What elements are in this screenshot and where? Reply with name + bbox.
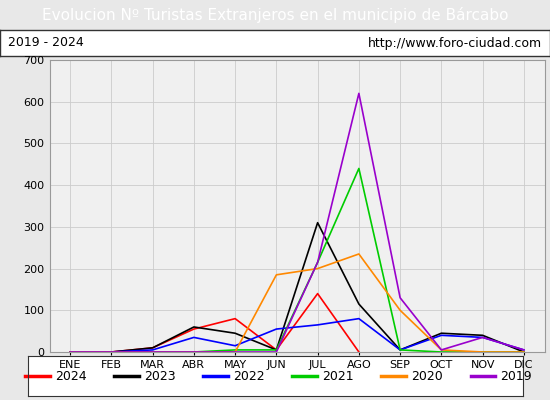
2024	[355, 350, 362, 354]
Line: 2024: 2024	[70, 294, 359, 352]
2022	[150, 348, 156, 352]
2024	[315, 291, 321, 296]
2021	[150, 350, 156, 354]
2019	[520, 348, 527, 352]
2020	[355, 252, 362, 256]
2022	[315, 322, 321, 327]
2020	[150, 350, 156, 354]
Text: Evolucion Nº Turistas Extranjeros en el municipio de Bárcabo: Evolucion Nº Turistas Extranjeros en el …	[42, 7, 508, 23]
2024	[190, 327, 197, 332]
2019	[67, 350, 74, 354]
Text: 2019 - 2024: 2019 - 2024	[8, 36, 84, 50]
2024	[108, 350, 115, 354]
2021	[232, 348, 239, 352]
2021	[438, 350, 444, 354]
Line: 2023: 2023	[70, 223, 524, 352]
2019	[315, 260, 321, 265]
2020	[67, 350, 74, 354]
Text: 2023: 2023	[144, 370, 175, 382]
2019	[355, 91, 362, 96]
2022	[397, 348, 404, 352]
2023	[190, 324, 197, 329]
2019	[232, 350, 239, 354]
Text: http://www.foro-ciudad.com: http://www.foro-ciudad.com	[367, 36, 542, 50]
2021	[520, 350, 527, 354]
Text: 2024: 2024	[55, 370, 86, 382]
2019	[479, 335, 486, 340]
2022	[67, 350, 74, 354]
2022	[479, 335, 486, 340]
2020	[232, 350, 239, 354]
Text: 2020: 2020	[411, 370, 443, 382]
2024	[273, 348, 279, 352]
2020	[190, 350, 197, 354]
2023	[479, 333, 486, 338]
2023	[315, 220, 321, 225]
2022	[232, 343, 239, 348]
2024	[150, 346, 156, 350]
2021	[479, 350, 486, 354]
2020	[108, 350, 115, 354]
2022	[273, 327, 279, 332]
2021	[397, 348, 404, 352]
Text: 2019: 2019	[500, 370, 532, 382]
2021	[315, 260, 321, 265]
2019	[273, 350, 279, 354]
2020	[315, 266, 321, 271]
2021	[355, 166, 362, 171]
Line: 2022: 2022	[70, 319, 524, 352]
2022	[438, 333, 444, 338]
2022	[520, 348, 527, 352]
Line: 2021: 2021	[70, 168, 524, 352]
2022	[355, 316, 362, 321]
2021	[190, 350, 197, 354]
2020	[479, 350, 486, 354]
2023	[355, 302, 362, 306]
2023	[108, 350, 115, 354]
Line: 2019: 2019	[70, 93, 524, 352]
2019	[438, 348, 444, 352]
2023	[438, 331, 444, 336]
2019	[108, 350, 115, 354]
2021	[67, 350, 74, 354]
2020	[397, 308, 404, 313]
2023	[232, 331, 239, 336]
2019	[150, 350, 156, 354]
2023	[150, 346, 156, 350]
2023	[67, 350, 74, 354]
Text: 2021: 2021	[322, 370, 354, 382]
2020	[273, 272, 279, 277]
2023	[273, 348, 279, 352]
2023	[520, 350, 527, 354]
2021	[273, 348, 279, 352]
2022	[190, 335, 197, 340]
2023	[397, 348, 404, 352]
2019	[190, 350, 197, 354]
2024	[67, 350, 74, 354]
2022	[108, 350, 115, 354]
Line: 2020: 2020	[70, 254, 524, 352]
2020	[438, 348, 444, 352]
2024	[232, 316, 239, 321]
2020	[520, 350, 527, 354]
2021	[108, 350, 115, 354]
2019	[397, 295, 404, 300]
Text: 2022: 2022	[233, 370, 265, 382]
